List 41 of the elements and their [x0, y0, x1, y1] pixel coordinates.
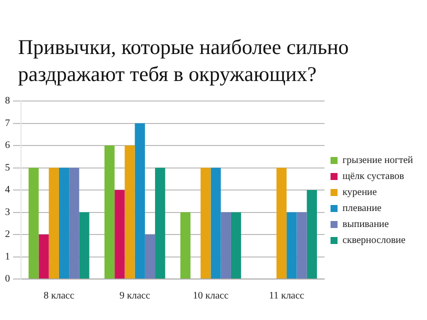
bar [306, 190, 317, 278]
y-tick-label: 7 [5, 118, 10, 129]
y-tick-label: 5 [5, 162, 10, 174]
y-tick-label: 4 [5, 184, 10, 196]
y-tick-label: 3 [5, 206, 10, 218]
x-tick-label: 8 класс [44, 290, 75, 302]
bar [69, 168, 80, 278]
bar [48, 168, 59, 278]
bar [220, 212, 231, 278]
legend-label: щёлк суставов [342, 171, 404, 182]
legend-label: выпивание [342, 219, 390, 230]
bar [104, 146, 115, 278]
bar [210, 168, 221, 278]
legend-label: плевание [342, 203, 382, 214]
bar [58, 168, 70, 278]
legend-label: курение [342, 187, 378, 198]
bar [144, 234, 156, 278]
y-tick-label: 0 [5, 274, 10, 285]
x-tick-label: 10 класс [192, 290, 230, 302]
bar [124, 146, 135, 278]
bar [200, 168, 211, 278]
bar [155, 168, 166, 278]
y-tick-label: 2 [5, 229, 10, 240]
y-tick-label: 1 [5, 251, 10, 262]
legend-label: грызение ногтей [342, 155, 414, 166]
x-tick-label: 11 класс [268, 290, 305, 302]
bar [134, 123, 145, 278]
y-tick-label: 6 [5, 140, 10, 152]
bar [286, 212, 297, 278]
bar [276, 168, 287, 278]
bar [79, 212, 90, 278]
bar [180, 212, 190, 278]
bar [230, 212, 242, 278]
bar [28, 168, 39, 278]
y-tick-label: 8 [5, 96, 10, 107]
bar [38, 234, 49, 278]
chart-title: Привычки, которые наиболее сильно раздражают тебя в окружающих? [18, 34, 350, 88]
bar [114, 190, 125, 278]
x-tick-label: 9 класс [119, 290, 151, 302]
bar [296, 212, 307, 278]
legend-label: сквернословие [342, 235, 406, 246]
